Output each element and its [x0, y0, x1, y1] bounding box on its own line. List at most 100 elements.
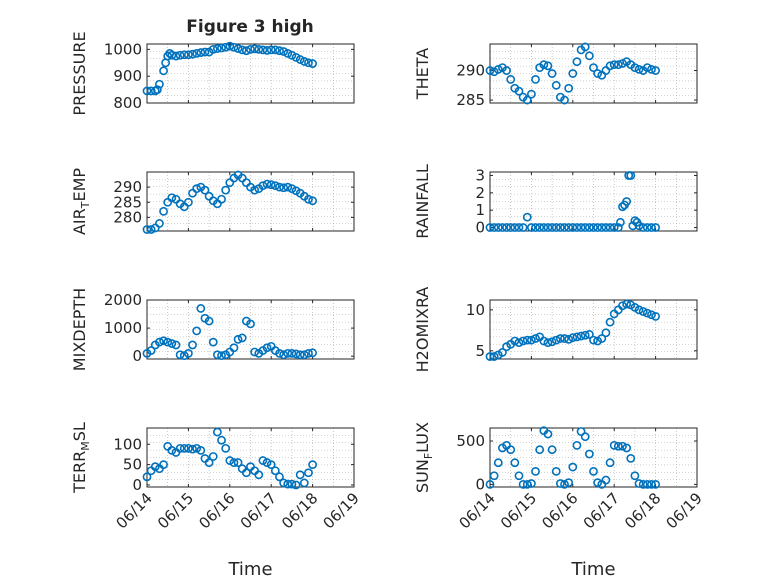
y-axis-label-part: AIR — [70, 208, 89, 235]
data-point — [527, 479, 536, 488]
data-point — [192, 443, 202, 453]
data-point — [183, 443, 193, 453]
x-tick-label: 06/17 — [580, 489, 623, 532]
x-axis-label: Time — [227, 559, 272, 580]
y-axis-label-part: TERR — [70, 451, 89, 494]
y-tick-label: 3 — [475, 166, 485, 184]
data-point — [196, 304, 206, 313]
data-point — [580, 223, 590, 232]
data-point — [535, 445, 545, 455]
data-point — [622, 299, 632, 309]
data-point — [262, 343, 272, 353]
data-point — [506, 223, 516, 232]
data-point — [568, 223, 578, 232]
y-tick-label: 0 — [132, 347, 142, 365]
data-point — [638, 479, 648, 489]
y-axis-label-part: LUX — [413, 422, 432, 453]
data-point — [304, 348, 313, 358]
data-point — [233, 44, 243, 53]
data-point — [217, 194, 226, 204]
data-point — [638, 307, 648, 316]
y-tick-label: 5 — [475, 342, 485, 360]
data-point — [510, 336, 520, 346]
data-series — [142, 170, 317, 234]
data-point — [250, 347, 260, 357]
subplot-h2omixra: 5 10 H2OMIXRA — [413, 287, 698, 372]
data-point — [527, 223, 536, 232]
data-point — [167, 193, 177, 203]
y-tick-label: 280 — [113, 208, 142, 226]
data-point — [493, 64, 503, 74]
x-tick-label: 06/17 — [237, 489, 280, 532]
data-point — [204, 458, 214, 467]
data-point — [609, 60, 619, 70]
data-point — [560, 334, 569, 343]
data-point — [613, 60, 623, 70]
data-point — [518, 336, 528, 346]
data-point — [531, 75, 540, 84]
data-point — [266, 460, 276, 470]
data-point — [304, 468, 313, 478]
data-point — [146, 225, 156, 234]
data-point — [167, 445, 177, 455]
subplot-sun-flux: 0 500 SUNFLUX 06/1406/1506/1606/1706/1806/1… — [413, 422, 706, 580]
data-point — [543, 338, 553, 348]
y-tick-label: 0 — [475, 219, 485, 237]
data-point — [568, 462, 578, 472]
data-point — [485, 352, 495, 361]
data-point — [304, 58, 313, 68]
grid — [146, 299, 355, 360]
y-tick-label: 1000 — [104, 40, 142, 58]
data-series — [485, 171, 660, 232]
data-series — [485, 299, 660, 361]
data-point — [498, 223, 507, 232]
data-point — [498, 348, 507, 357]
data-point — [584, 449, 594, 459]
data-point — [580, 42, 590, 52]
data-point — [262, 179, 272, 189]
data-point — [626, 171, 636, 180]
data-point — [217, 351, 226, 361]
data-point — [597, 334, 607, 343]
data-point — [584, 223, 594, 232]
data-point — [618, 441, 627, 451]
data-point — [638, 223, 648, 232]
data-point — [514, 223, 524, 232]
data-point — [555, 334, 565, 343]
data-point — [576, 223, 586, 232]
data-point — [626, 453, 636, 463]
data-point — [564, 223, 574, 232]
data-point — [493, 223, 503, 232]
data-point — [217, 435, 226, 445]
data-point — [229, 343, 239, 353]
data-point — [605, 317, 615, 327]
data-point — [502, 223, 511, 232]
data-point — [485, 223, 495, 232]
data-point — [237, 45, 247, 55]
data-point — [551, 335, 561, 345]
data-point — [605, 458, 615, 468]
axes-box — [146, 171, 355, 232]
data-series — [485, 42, 660, 105]
y-axis-label: TERRMSL — [70, 422, 92, 494]
data-point — [299, 478, 309, 488]
data-point — [229, 458, 239, 467]
data-point — [539, 223, 549, 232]
y-tick-label: 290 — [113, 178, 142, 196]
data-point — [167, 50, 177, 60]
data-point — [613, 441, 623, 451]
y-tick-label: 1 — [475, 201, 485, 219]
data-point — [564, 334, 574, 344]
y-axis-label: MIXDEPTH — [70, 288, 89, 371]
data-point — [539, 60, 549, 70]
y-axis-label-part: SL — [70, 422, 89, 441]
data-point — [171, 51, 181, 61]
data-point — [246, 319, 255, 329]
subplot-pressure: 800 900 1000 PRESSURE — [70, 31, 355, 116]
data-point — [225, 41, 235, 51]
data-point — [204, 316, 214, 326]
y-tick-label: 1000 — [104, 319, 142, 337]
data-point — [514, 471, 524, 481]
data-point — [266, 180, 276, 190]
